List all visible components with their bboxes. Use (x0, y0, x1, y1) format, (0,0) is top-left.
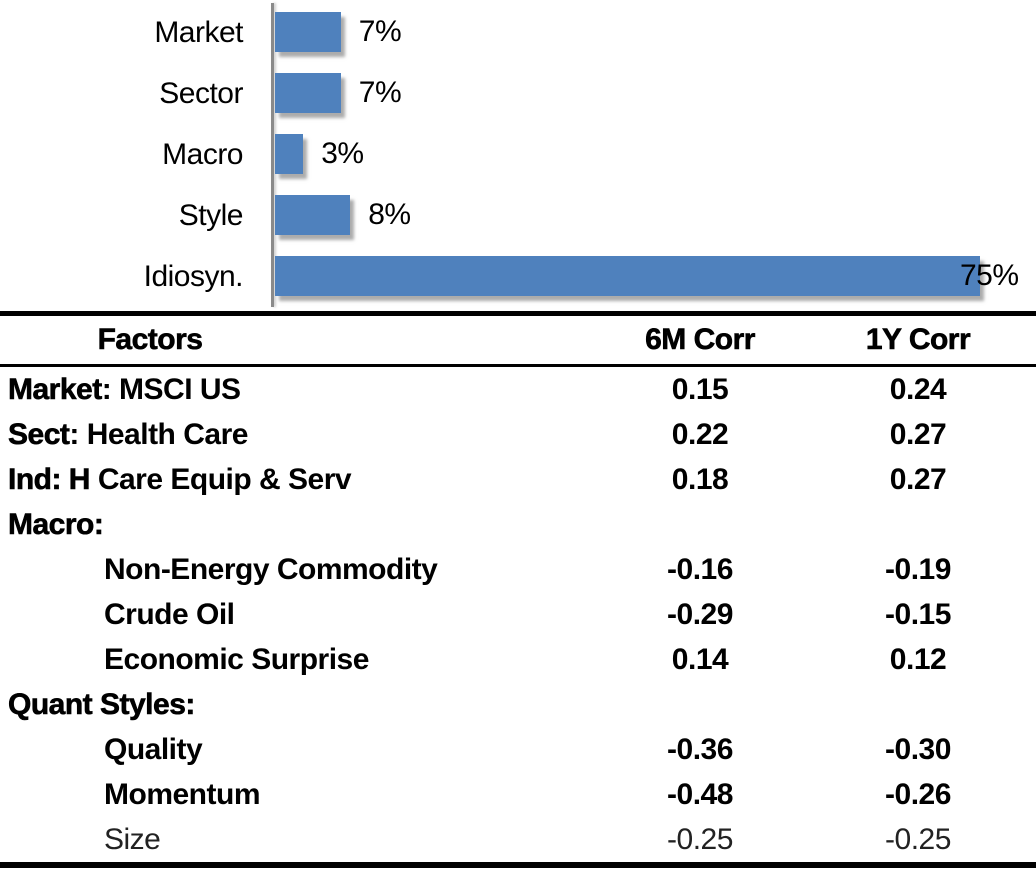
factor-label: Quant Styles: (0, 687, 600, 722)
category-label: Sector (159, 76, 243, 110)
y-axis-line (271, 3, 274, 307)
table-row: Quant Styles: (0, 682, 1036, 727)
factor-label-rest: : Health Care (69, 417, 248, 451)
bar-value-label: 7% (358, 15, 402, 48)
bar (275, 195, 351, 235)
bar-value-label: 3% (321, 137, 364, 170)
corr-6m-value: -0.48 (667, 777, 733, 811)
table-row: Non-Energy Commodity -0.16 -0.19 (0, 547, 1036, 592)
table-row: Size -0.25 -0.25 (0, 817, 1036, 862)
chart-row: Sector 7% (0, 63, 1036, 124)
factor-label-rest: Non-Energy Commodity (104, 552, 438, 586)
table-row: Quality -0.36 -0.30 (0, 727, 1036, 772)
header-6m-corr: 6M Corr (645, 323, 756, 357)
category-label: Market (154, 15, 243, 49)
corr-6m-value: 0.18 (671, 462, 729, 496)
chart-row: Market 7% (0, 2, 1036, 63)
corr-1y-value: 0.12 (889, 642, 947, 676)
table-header-row: Factors 6M Corr 1Y Corr (0, 316, 1036, 364)
corr-1y-value: 0.27 (889, 462, 947, 496)
chart-row: Idiosyn. 75% (0, 246, 1036, 307)
corr-6m-value: -0.25 (667, 822, 733, 856)
bar-value-label: 7% (358, 76, 402, 109)
corr-1y-value: -0.26 (885, 777, 951, 811)
table-row: Macro: (0, 502, 1036, 547)
table-row: Economic Surprise 0.14 0.12 (0, 637, 1036, 682)
corr-6m-value: 0.22 (671, 417, 729, 451)
category-label: Macro (162, 137, 243, 171)
chart-row: Style 8% (0, 185, 1036, 246)
factor-label-rest: Crude Oil (104, 597, 235, 631)
factor-label: Economic Surprise (0, 643, 600, 677)
bar (275, 12, 341, 52)
factor-correlation-table: Factors 6M Corr 1Y Corr Market: MSCI US … (0, 311, 1036, 868)
factor-label: Ind: H Care Equip & Serv (0, 462, 600, 497)
header-factors: Factors (97, 323, 203, 357)
table-bottom-border (0, 862, 1036, 868)
factor-label: Quality (0, 733, 600, 767)
corr-6m-value: -0.16 (667, 552, 733, 586)
corr-1y-value: -0.25 (885, 822, 951, 856)
factor-label-rest: Care Equip & Serv (89, 462, 352, 496)
category-label: Style (178, 198, 244, 232)
factor-label-rest: Economic Surprise (104, 642, 369, 676)
table-row: Momentum -0.48 -0.26 (0, 772, 1036, 817)
corr-1y-value: 0.27 (889, 417, 947, 451)
corr-6m-value: 0.15 (671, 372, 729, 406)
factor-label-bold: Macro: (8, 507, 104, 541)
bar (275, 73, 341, 113)
factor-label-rest: Size (104, 822, 161, 856)
bar-value-label: 75% (960, 259, 1019, 292)
table-row: Ind: H Care Equip & Serv 0.18 0.27 (0, 457, 1036, 502)
factor-label: Market: MSCI US (0, 372, 600, 407)
factor-label-bold: Market (8, 372, 103, 406)
table-row: Market: MSCI US 0.15 0.24 (0, 367, 1036, 412)
corr-6m-value: -0.29 (667, 597, 733, 631)
factor-label: Sect: Health Care (0, 417, 600, 452)
factor-label: Non-Energy Commodity (0, 553, 600, 587)
factor-label: Macro: (0, 507, 600, 542)
factor-label-rest: Momentum (104, 777, 261, 811)
bar (275, 134, 304, 174)
corr-1y-value: -0.30 (885, 732, 951, 766)
factor-label-bold: Quant Styles: (8, 687, 196, 721)
factor-label: Crude Oil (0, 598, 600, 632)
corr-1y-value: 0.24 (889, 372, 947, 406)
factor-label-rest: : MSCI US (101, 372, 241, 406)
table-row: Sect: Health Care 0.22 0.27 (0, 412, 1036, 457)
bar (275, 256, 980, 296)
header-divider (0, 364, 1036, 367)
risk-decomposition-bar-chart: Market 7% Sector 7% Macro 3% Style 8% Id… (0, 0, 1036, 311)
factor-label: Size (0, 823, 600, 857)
category-label: Idiosyn. (143, 259, 244, 293)
corr-6m-value: -0.36 (667, 732, 733, 766)
corr-6m-value: 0.14 (671, 642, 729, 676)
factor-label: Momentum (0, 778, 600, 812)
table-row: Crude Oil -0.29 -0.15 (0, 592, 1036, 637)
factor-label-rest: Quality (104, 732, 203, 766)
chart-row: Macro 3% (0, 124, 1036, 185)
table-top-border (0, 311, 1036, 316)
factor-label-bold: Ind: H (8, 462, 91, 496)
bar-value-label: 8% (368, 198, 411, 231)
factor-label-bold: Sect (8, 417, 70, 451)
header-1y-corr: 1Y Corr (865, 323, 971, 357)
table-body: Market: MSCI US 0.15 0.24 Sect: Health C… (0, 367, 1036, 862)
corr-1y-value: -0.19 (885, 552, 951, 586)
corr-1y-value: -0.15 (885, 597, 951, 631)
